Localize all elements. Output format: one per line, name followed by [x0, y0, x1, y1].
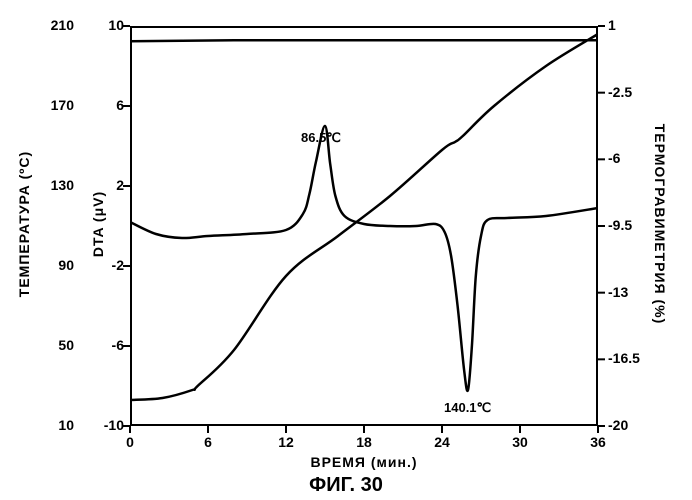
tg-tick-label: -13: [608, 284, 648, 300]
x-tick-label: 0: [115, 434, 145, 450]
temperature-tick-label: 210: [34, 17, 74, 33]
tg-tick-label: -6: [608, 150, 648, 166]
x-tick-label: 18: [349, 434, 379, 450]
temperature-tick-label: 50: [34, 337, 74, 353]
temperature-tick-label: 10: [34, 417, 74, 433]
tg-axis-label: ТЕРМОГРАВИМЕТРИЯ (%): [652, 74, 668, 374]
series-dta: [130, 126, 598, 391]
annotation: 140.1℃: [444, 400, 491, 416]
temperature-tick-label: 130: [34, 177, 74, 193]
annotation: 86.5℃: [301, 130, 341, 146]
dta-tick-label: -10: [84, 417, 124, 433]
dta-axis-label: DTA (μV): [90, 74, 106, 374]
temperature-tick-label: 170: [34, 97, 74, 113]
tg-tick-label: -16.5: [608, 350, 648, 366]
x-tick-label: 24: [427, 434, 457, 450]
tg-tick-label: -9.5: [608, 217, 648, 233]
x-tick-label: 30: [505, 434, 535, 450]
x-tick-label: 6: [193, 434, 223, 450]
x-axis-label: ВРЕМЯ (мин.): [130, 454, 598, 470]
temperature-axis-label: ТЕМПЕРАТУРА (ºC): [16, 74, 32, 374]
x-tick-label: 12: [271, 434, 301, 450]
dta-tick-label: 10: [84, 17, 124, 33]
figure-caption: ФИГ. 30: [0, 474, 692, 497]
tg-tick-label: -2.5: [608, 84, 648, 100]
series-tg: [130, 40, 598, 41]
tg-tick-label: 1: [608, 17, 648, 33]
x-tick-label: 36: [583, 434, 613, 450]
temperature-tick-label: 90: [34, 257, 74, 273]
tg-tick-label: -20: [608, 417, 648, 433]
